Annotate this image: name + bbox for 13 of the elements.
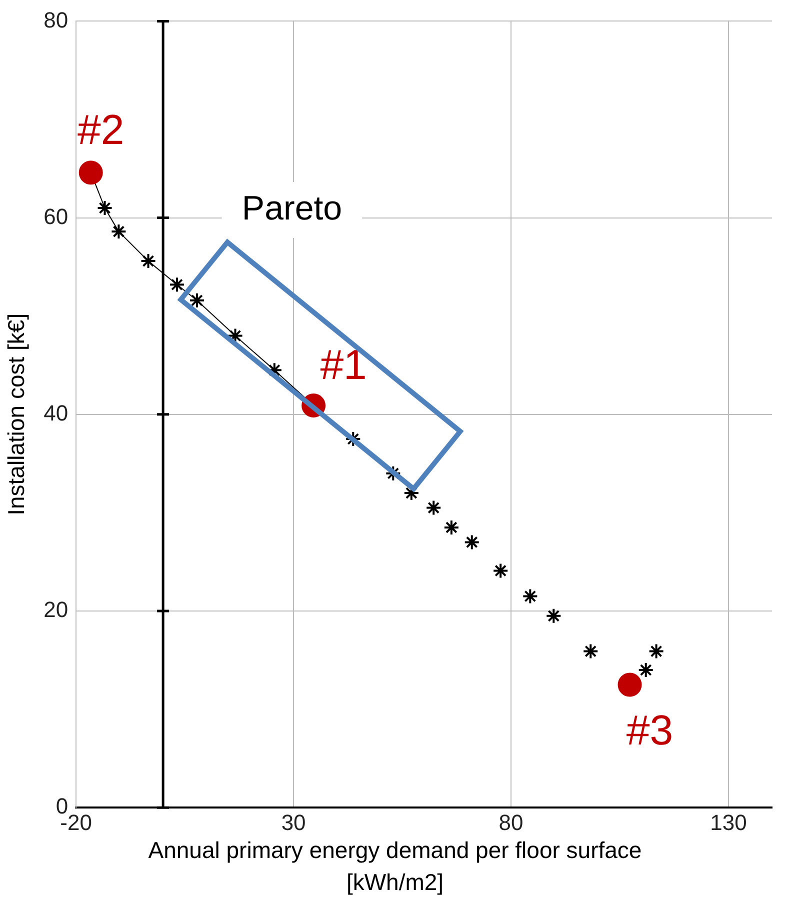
annotation: #1	[320, 341, 367, 388]
y-tick-label: 60	[44, 204, 68, 229]
y-tick-label: 20	[44, 597, 68, 622]
annotation: #2	[78, 106, 124, 154]
x-tick-label: 80	[498, 810, 524, 835]
annotation: #3	[626, 706, 674, 754]
y-axis-title: Installation cost [k€]	[3, 313, 30, 516]
x-tick-label: 130	[710, 810, 747, 835]
y-tick-label: 40	[44, 400, 68, 426]
annotation: Pareto	[242, 189, 342, 228]
x-tick-label: 30	[281, 810, 306, 835]
x-axis-title: Annual primary energy demand per floor surface [kWh/m2]	[147, 836, 643, 897]
y-tick-label: 80	[44, 7, 68, 32]
